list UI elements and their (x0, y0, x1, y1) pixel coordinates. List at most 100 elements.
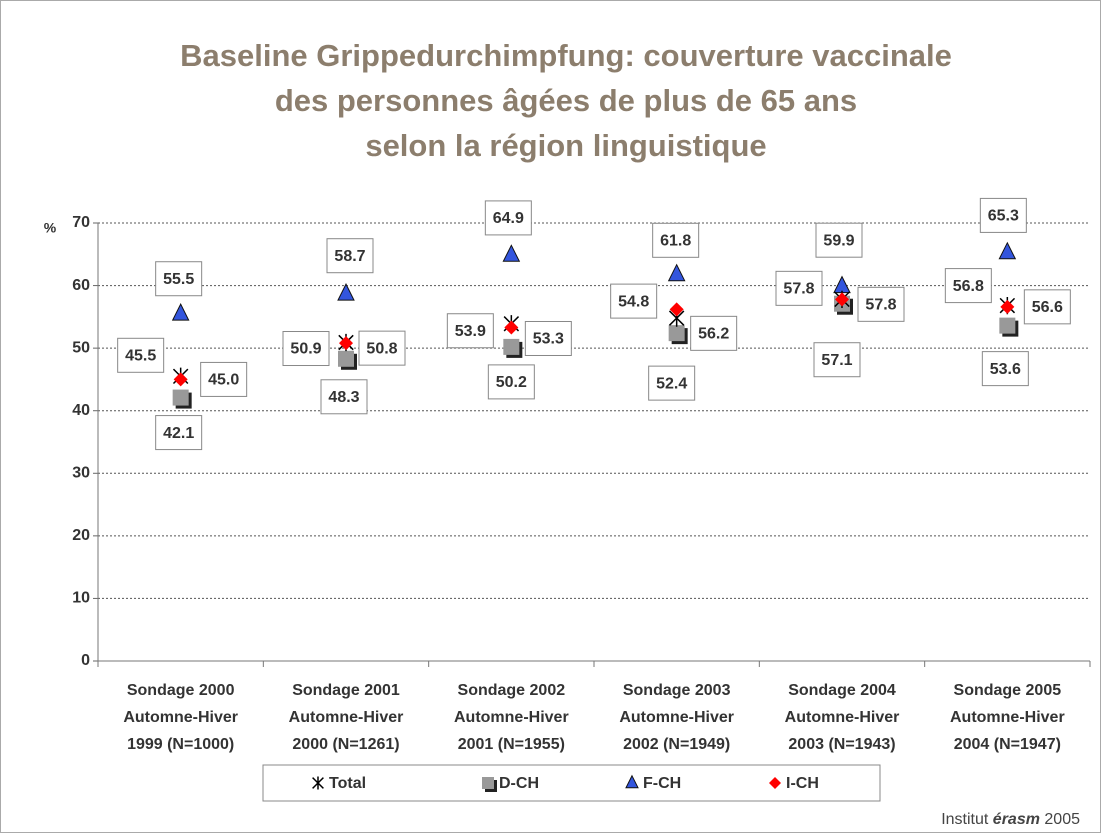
point-square (172, 389, 189, 406)
data-label: 48.3 (328, 389, 359, 406)
label-box (981, 351, 1029, 387)
label-box (446, 313, 494, 349)
data-label: 42.1 (163, 425, 194, 442)
x-tick-label: Automne-Hiver (454, 709, 569, 726)
x-tick-label: Sondage 2001 (292, 682, 400, 699)
x-tick-label: Sondage 2002 (458, 682, 566, 699)
point-diamond (835, 292, 849, 307)
point-diamond (769, 777, 781, 789)
legend-label: Total (329, 775, 366, 792)
legend-label: I-CH (786, 775, 819, 792)
y-tick-label: 50 (72, 339, 90, 356)
label-box (326, 238, 374, 274)
data-label: 54.8 (618, 293, 649, 310)
label-box (1023, 289, 1071, 325)
label-box (155, 415, 203, 451)
point-diamond (669, 302, 684, 317)
chart-title: des personnes âgées de plus de 65 ans (275, 83, 857, 118)
label-box (648, 365, 696, 401)
x-tick-label: Sondage 2000 (127, 682, 235, 699)
y-tick-label: 20 (72, 527, 90, 544)
label-box (775, 270, 823, 306)
point-total (312, 776, 324, 790)
chart-title: Baseline Grippedurchimpfung: couverture … (180, 38, 952, 73)
y-tick-label: 70 (72, 214, 90, 231)
data-label: 56.8 (953, 278, 984, 295)
x-tick-label: Automne-Hiver (123, 709, 238, 726)
point-triangle (625, 774, 639, 789)
x-tick-label: Sondage 2005 (954, 682, 1062, 699)
label-box (524, 320, 572, 356)
point-square (503, 338, 520, 355)
x-tick-label: Sondage 2004 (788, 682, 896, 699)
point-triangle (667, 263, 686, 282)
data-label: 65.3 (988, 208, 1019, 225)
label-box (944, 268, 992, 304)
x-tick-label: 2001 (N=1955) (458, 736, 565, 753)
legend-label: D-CH (499, 775, 539, 792)
point-square (668, 325, 685, 342)
data-label: 59.9 (823, 232, 854, 249)
point-square (338, 350, 354, 367)
label-box (358, 330, 406, 366)
data-label: 57.8 (783, 281, 814, 298)
x-tick-label: Sondage 2003 (623, 682, 731, 699)
chart-title: selon la région linguistique (365, 128, 766, 163)
x-tick-label: 1999 (N=1000) (127, 736, 234, 753)
data-label: 64.9 (493, 210, 524, 227)
data-label: 45.0 (208, 372, 239, 389)
data-label: 53.3 (533, 331, 564, 348)
point-triangle (171, 303, 190, 321)
y-tick-label: 60 (72, 277, 90, 294)
x-tick-label: Automne-Hiver (785, 709, 900, 726)
data-label: 50.8 (366, 340, 397, 357)
data-label: 56.6 (1032, 299, 1063, 316)
label-box (117, 337, 165, 373)
x-tick-label: 2004 (N=1947) (954, 736, 1061, 753)
label-box (155, 261, 203, 297)
y-tick-label: 30 (72, 465, 90, 482)
y-tick-label: 40 (72, 402, 90, 419)
data-label: 45.5 (125, 348, 156, 365)
label-box (652, 222, 700, 258)
data-label: 58.7 (334, 248, 365, 265)
label-box (200, 361, 248, 397)
data-label: 52.4 (656, 375, 687, 392)
data-label: 50.9 (290, 341, 321, 358)
data-label: 50.2 (496, 374, 527, 391)
point-square (999, 317, 1016, 334)
x-tick-label: 2003 (N=1943) (788, 736, 895, 753)
data-label: 57.8 (865, 297, 896, 314)
point-square (482, 777, 494, 789)
source-prefix: Institut (941, 811, 989, 828)
label-box (282, 331, 330, 367)
label-box (815, 222, 863, 258)
x-tick-label: Automne-Hiver (289, 709, 404, 726)
x-tick-label: Automne-Hiver (619, 709, 734, 726)
point-triangle (502, 244, 521, 262)
point-triangle (998, 241, 1017, 260)
y-tick-label: 0 (81, 652, 90, 669)
source-year: 2005 (1044, 811, 1080, 828)
x-tick-label: 2002 (N=1949) (623, 736, 730, 753)
y-tick-label: 10 (72, 590, 90, 607)
label-box (979, 197, 1027, 233)
source: Institut érasm 2005 (941, 811, 1080, 828)
data-label: 55.5 (163, 271, 194, 288)
data-label: 53.9 (455, 323, 486, 340)
point-diamond (339, 336, 353, 351)
point-diamond (173, 372, 188, 387)
label-box (813, 342, 861, 378)
point-triangle (337, 282, 355, 301)
data-label: 56.2 (698, 326, 729, 343)
label-box (487, 364, 535, 400)
y-axis-label: % (44, 220, 57, 236)
data-label: 57.1 (821, 352, 852, 369)
label-box (484, 200, 532, 236)
label-box (320, 379, 368, 415)
data-label: 61.8 (660, 233, 691, 250)
label-box (857, 286, 905, 322)
x-tick-label: Automne-Hiver (950, 709, 1065, 726)
label-box (690, 315, 738, 351)
